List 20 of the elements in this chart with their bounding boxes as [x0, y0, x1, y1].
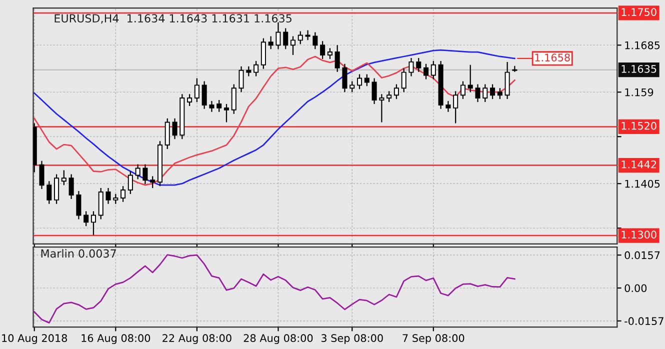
y-tick-label: -0.0157 [624, 317, 664, 326]
ref-line-label: 1.1520 [622, 122, 656, 130]
x-tick-label: 22 Aug 08:00 [162, 334, 232, 344]
chart-title: Marlin 0.0037 [41, 249, 116, 258]
y-tick-label: 0.00 [624, 284, 647, 292]
x-tick-label: 28 Aug 08:00 [244, 334, 313, 344]
ref-line-label: 1.1750 [622, 8, 656, 16]
chart-title: EURUSD,H4 1.1634 1.1643 1.1631 1.1635 [54, 14, 292, 24]
y-tick-label: 1.1685 [625, 41, 660, 50]
x-tick-label: 16 Aug 08:00 [82, 334, 150, 344]
ref-line-label: 1.1442 [622, 160, 656, 168]
y-tick-label: 1.159 [625, 88, 654, 96]
x-tick-label: 7 Sep 08:00 [402, 334, 464, 344]
ref-line-label: 1.1300 [622, 230, 656, 239]
x-tick-label: 10 Aug 2018 [2, 334, 68, 344]
y-tick-label: 0.0157 [624, 251, 660, 260]
y-tick-label: 1.1405 [625, 180, 660, 188]
ref-line-label: 1.1635 [622, 64, 656, 73]
text: 1.1658 [535, 54, 570, 62]
x-tick-label: 3 Sep 08:00 [321, 334, 383, 344]
